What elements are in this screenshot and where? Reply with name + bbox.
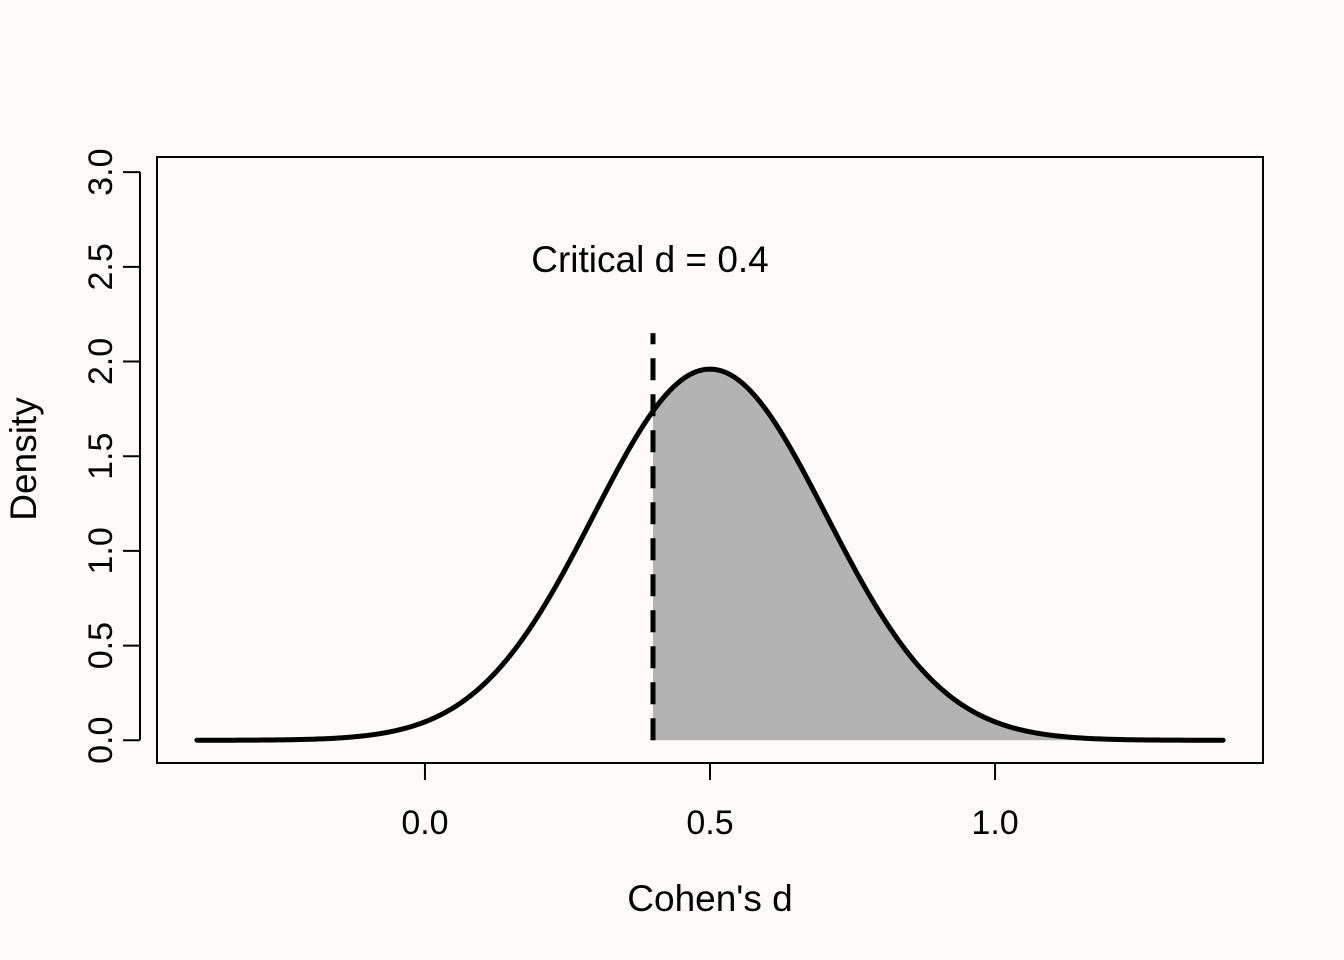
density-curve xyxy=(194,366,1226,743)
y-tick-label: 2.5 xyxy=(82,243,120,290)
y-tick-label: 1.5 xyxy=(82,433,120,480)
y-tick-label: 0.0 xyxy=(82,717,120,764)
y-tick-label: 1.0 xyxy=(82,527,120,574)
x-tick-label: 1.0 xyxy=(971,804,1018,842)
curve-layer xyxy=(194,366,1226,743)
y-tick-label: 0.5 xyxy=(82,622,120,669)
x-tick-label: 0.5 xyxy=(686,804,733,842)
x-axis-title: Cohen's d xyxy=(627,878,792,919)
x-tick-label: 0.0 xyxy=(401,804,448,842)
y-axis-title: Density xyxy=(3,397,44,521)
shaded-area-layer xyxy=(652,369,1263,741)
y-axis: 0.0 0.5 1.0 1.5 2.0 2.5 3.0 xyxy=(82,149,141,764)
x-axis: 0.0 0.5 1.0 xyxy=(401,763,1019,842)
annotation-label: Critical d = 0.4 xyxy=(531,239,769,280)
y-tick-label: 3.0 xyxy=(82,149,120,196)
shaded-area xyxy=(652,369,1263,741)
y-tick-label: 2.0 xyxy=(82,338,120,385)
